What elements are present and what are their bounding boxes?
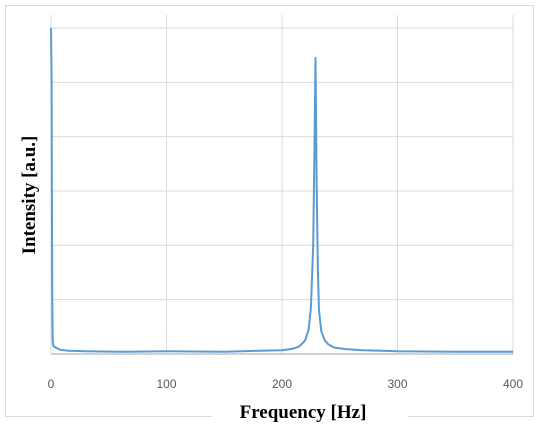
series-line — [50, 27, 513, 353]
x-tick-label: 0 — [48, 377, 55, 391]
y-axis-title-bg — [11, 105, 43, 285]
chart-frame — [5, 5, 534, 417]
x-axis-title: Frequency [Hz] — [240, 402, 367, 423]
x-tick-label: 100 — [156, 377, 176, 391]
x-tick-label: 400 — [503, 377, 523, 391]
y-axis-title: Intensity [a.u.] — [19, 136, 40, 255]
grid-lines — [50, 15, 514, 354]
x-tick-label: 200 — [272, 377, 292, 391]
x-tick-label: 300 — [387, 377, 407, 391]
series-layer — [50, 27, 513, 353]
x-axis-title-bg — [212, 398, 408, 425]
x-tick-labels: 0 100 200 300 400 — [48, 377, 524, 391]
